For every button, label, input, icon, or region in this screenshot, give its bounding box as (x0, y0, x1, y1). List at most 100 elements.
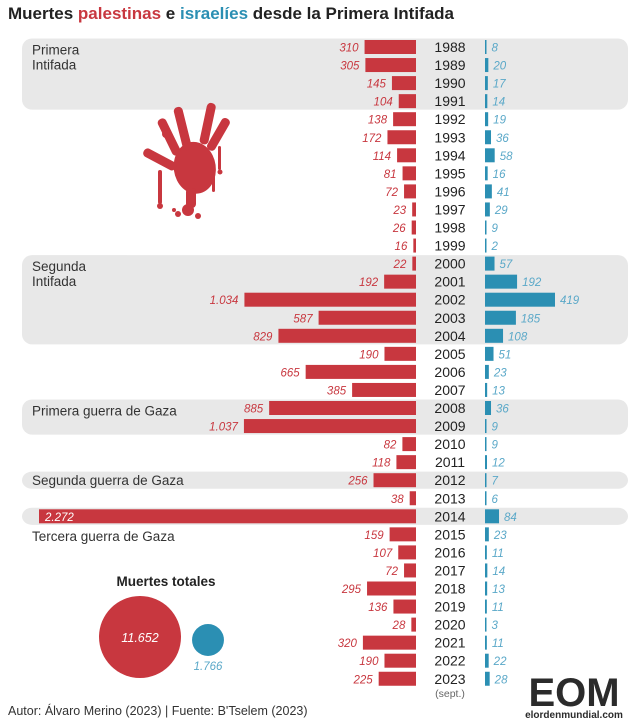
value-label-palestinian-2001: 192 (359, 277, 379, 289)
value-label-israeli-2022: 22 (493, 656, 507, 668)
palestinian-value-labels: 310 305 145 104 138 172 114 81 72 23 26 16 22 192 1.03… (44, 43, 408, 687)
value-label-israeli-2023: 28 (494, 674, 508, 686)
value-label-palestinian-2012: 256 (347, 476, 368, 488)
bar-palestinian-2007 (352, 382, 416, 397)
bar-palestinian-2023 (378, 671, 416, 686)
bar-palestinian-2019 (393, 599, 416, 614)
value-label-israeli-2014: 84 (504, 512, 517, 524)
year-label-2002: 2002 (434, 292, 465, 308)
value-label-palestinian-2010: 82 (384, 440, 397, 452)
bar-palestinian-2016 (398, 545, 416, 560)
bar-israeli-1997 (485, 202, 490, 217)
year-label-2012: 2012 (434, 472, 465, 488)
bar-israeli-2005 (485, 346, 494, 361)
value-label-israeli-1995: 16 (493, 169, 506, 181)
bar-israeli-1990 (485, 76, 488, 91)
value-label-israeli-2010: 9 (492, 440, 499, 452)
value-label-palestinian-1992: 138 (368, 115, 388, 127)
bar-israeli-2019 (485, 599, 487, 614)
value-label-israeli-2017: 14 (492, 566, 505, 578)
bar-israeli-1999 (485, 238, 487, 253)
value-label-israeli-1991: 14 (492, 97, 505, 109)
bar-palestinian-2015 (389, 527, 416, 542)
totals-bubbles: Muertes totales 11.652 1.766 (99, 574, 224, 678)
bar-palestinian-2018 (367, 581, 416, 596)
bar-israeli-2013 (485, 491, 487, 506)
bar-israeli-2020 (485, 617, 487, 632)
value-label-israeli-2013: 6 (492, 494, 499, 506)
value-label-palestinian-2020: 28 (392, 620, 406, 632)
bar-palestinian-2010 (402, 437, 416, 452)
period-label-3: Segunda guerra de Gaza (32, 473, 184, 488)
value-label-israeli-2005: 51 (499, 349, 512, 361)
bar-israeli-2003 (485, 310, 516, 325)
year-label-1988: 1988 (434, 39, 465, 55)
total-label-israeli: 1.766 (194, 661, 223, 673)
period-label-1: Segunda Intifada (32, 259, 87, 289)
bar-palestinian-2013 (409, 491, 416, 506)
bar-israeli-1988 (485, 40, 487, 54)
value-label-palestinian-2015: 159 (364, 530, 384, 542)
year-label-2000: 2000 (434, 256, 465, 272)
value-label-israeli-1994: 58 (500, 151, 513, 163)
value-label-palestinian-2016: 107 (373, 548, 393, 560)
year-label-2014: 2014 (434, 508, 465, 524)
bar-palestinian-2002 (244, 292, 416, 307)
bar-israeli-1991 (485, 94, 488, 109)
value-label-palestinian-2021: 320 (338, 638, 358, 650)
bar-palestinian-2005 (384, 346, 416, 361)
total-label-palestinian: 11.652 (121, 631, 158, 645)
value-label-israeli-2006: 23 (493, 367, 507, 379)
value-label-israeli-2012: 7 (492, 476, 499, 488)
year-label-2021: 2021 (434, 635, 465, 651)
year-label-1997: 1997 (434, 201, 465, 217)
value-label-israeli-2007: 13 (492, 385, 505, 397)
bar-palestinian-1990 (391, 76, 416, 91)
title-israelis: israelíes (179, 4, 249, 23)
value-label-palestinian-2014: 2.272 (44, 512, 74, 524)
bar-palestinian-2008 (269, 401, 416, 415)
bar-palestinian-2022 (384, 653, 416, 668)
year-label-2005: 2005 (434, 346, 465, 362)
bar-palestinian-1996 (404, 184, 416, 199)
value-label-israeli-2019: 11 (492, 602, 504, 614)
value-label-palestinian-2019: 136 (368, 602, 388, 614)
value-label-palestinian-2003: 587 (293, 313, 313, 325)
bar-israeli-1994 (485, 148, 495, 163)
title-palestinians: palestinas (77, 4, 162, 23)
bar-israeli-2000 (485, 256, 495, 271)
year-label-2019: 2019 (434, 599, 465, 615)
bar-israeli-2015 (485, 527, 489, 542)
bar-israeli-2017 (485, 563, 488, 578)
value-label-israeli-1988: 8 (492, 43, 499, 55)
value-label-israeli-1993: 36 (496, 133, 509, 145)
year-label-1995: 1995 (434, 165, 465, 181)
value-label-palestinian-2004: 829 (253, 331, 273, 343)
bar-israeli-1992 (485, 112, 489, 127)
year-labels: 1988 1989 1990 1991 1992 1993 1994 1995 1996 1997… (434, 39, 465, 700)
bar-israeli-2001 (485, 274, 518, 289)
year-label-2006: 2006 (434, 364, 465, 380)
bar-palestinian-2009 (243, 419, 416, 434)
value-label-palestinian-2013: 38 (391, 494, 404, 506)
bar-palestinian-1999 (413, 238, 416, 253)
value-label-palestinian-1994: 114 (373, 151, 391, 163)
bar-palestinian-1989 (365, 58, 416, 73)
year-label-1998: 1998 (434, 220, 465, 236)
year-label-2003: 2003 (434, 310, 465, 326)
value-label-palestinian-1988: 310 (339, 43, 359, 55)
year-label-2022: 2022 (434, 653, 465, 669)
value-label-israeli-2011: 12 (492, 458, 505, 470)
value-label-israeli-2020: 3 (492, 620, 499, 632)
value-label-palestinian-2011: 118 (372, 458, 391, 470)
year-label-1993: 1993 (434, 129, 465, 145)
period-band-0 (22, 38, 628, 110)
value-label-israeli-2015: 23 (493, 530, 507, 542)
value-label-israeli-1990: 17 (493, 79, 506, 91)
bar-israeli-2006 (485, 364, 489, 379)
value-label-palestinian-1990: 145 (367, 79, 387, 91)
value-label-palestinian-2005: 190 (359, 349, 379, 361)
bar-israeli-2004 (485, 328, 504, 343)
bar-palestinian-1991 (398, 94, 416, 109)
value-label-israeli-2018: 13 (492, 584, 505, 596)
